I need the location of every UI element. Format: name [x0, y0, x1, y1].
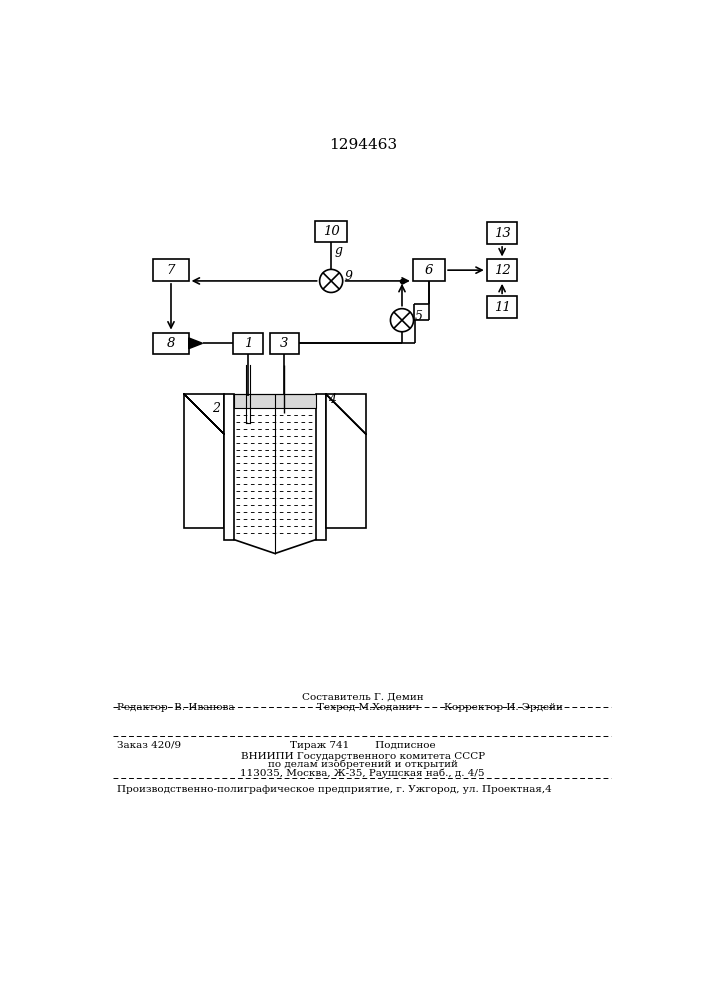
Text: 113035, Москва, Ж-35, Раушская наб., д. 4/5: 113035, Москва, Ж-35, Раушская наб., д. … — [240, 768, 485, 778]
Text: 7: 7 — [167, 264, 175, 277]
Text: ВНИИПИ Государственного комитета СССР: ВНИИПИ Государственного комитета СССР — [240, 752, 485, 761]
Bar — [234, 394, 316, 408]
Text: 13: 13 — [493, 227, 510, 240]
Bar — [486, 259, 518, 281]
Text: 1294463: 1294463 — [329, 138, 397, 152]
Text: по делам изобретений и открытий: по делам изобретений и открытий — [268, 760, 457, 769]
Text: 3: 3 — [280, 337, 288, 350]
Bar — [315, 221, 347, 242]
Text: Техред М.Ходанич: Техред М.Ходанич — [317, 703, 419, 712]
Bar — [316, 394, 326, 540]
Text: g: g — [334, 244, 342, 257]
Bar — [153, 333, 189, 354]
Text: 8: 8 — [167, 337, 175, 350]
Text: 9: 9 — [344, 270, 352, 283]
Bar — [413, 259, 445, 281]
Text: 2: 2 — [212, 402, 221, 415]
Polygon shape — [189, 338, 203, 349]
Text: 11: 11 — [493, 301, 510, 314]
Text: Корректор И. Эрдейи: Корректор И. Эрдейи — [444, 703, 563, 712]
Bar — [233, 333, 262, 354]
Text: 1: 1 — [244, 337, 252, 350]
Text: Заказ 420/9: Заказ 420/9 — [117, 741, 181, 750]
Text: 5: 5 — [415, 310, 423, 323]
Text: 10: 10 — [323, 225, 339, 238]
Text: Производственно-полиграфическое предприятие, г. Ужгород, ул. Проектная,4: Производственно-полиграфическое предприя… — [117, 785, 552, 794]
Text: Составитель Г. Демин: Составитель Г. Демин — [302, 692, 423, 701]
Bar — [224, 394, 234, 540]
Bar — [269, 333, 299, 354]
Bar — [153, 259, 189, 281]
Bar — [486, 222, 518, 244]
Text: Редактор  В. Иванова: Редактор В. Иванова — [117, 703, 235, 712]
Text: 6: 6 — [425, 264, 433, 277]
Bar — [486, 296, 518, 318]
Text: 4: 4 — [328, 393, 336, 406]
Text: Тираж 741        Подписное: Тираж 741 Подписное — [290, 741, 436, 750]
Text: 12: 12 — [493, 264, 510, 277]
Bar — [184, 394, 224, 528]
Bar — [326, 394, 366, 528]
